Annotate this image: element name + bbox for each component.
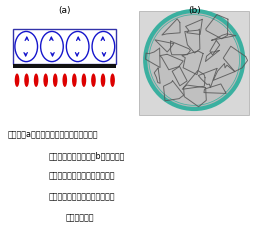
Text: 加）で観測されたベナールセル: 加）で観測されたベナールセル (48, 193, 115, 202)
Text: （筆者撮影）: （筆者撮影） (66, 214, 95, 223)
Circle shape (149, 15, 240, 105)
Ellipse shape (34, 73, 39, 87)
Bar (139, 11, 249, 115)
Ellipse shape (24, 73, 29, 87)
Text: (b): (b) (188, 6, 200, 15)
Ellipse shape (43, 73, 48, 87)
Ellipse shape (91, 73, 96, 87)
Bar (13, 64, 116, 68)
Ellipse shape (82, 73, 86, 87)
Text: (a): (a) (59, 6, 71, 15)
Ellipse shape (53, 73, 57, 87)
Bar (13, 29, 116, 64)
Ellipse shape (72, 73, 77, 87)
Ellipse shape (101, 73, 105, 87)
Ellipse shape (15, 73, 19, 87)
Text: ー内のサラダ油（アルミ粉末添: ー内のサラダ油（アルミ粉末添 (48, 172, 115, 181)
Text: 図１　（a）下から加熱した油の層で発生: 図１ （a）下から加熱した油の層で発生 (8, 131, 98, 140)
Ellipse shape (110, 73, 115, 87)
Circle shape (145, 11, 243, 109)
Ellipse shape (62, 73, 67, 87)
Text: するベナール対流、（b）シャーレ: するベナール対流、（b）シャーレ (48, 152, 125, 161)
